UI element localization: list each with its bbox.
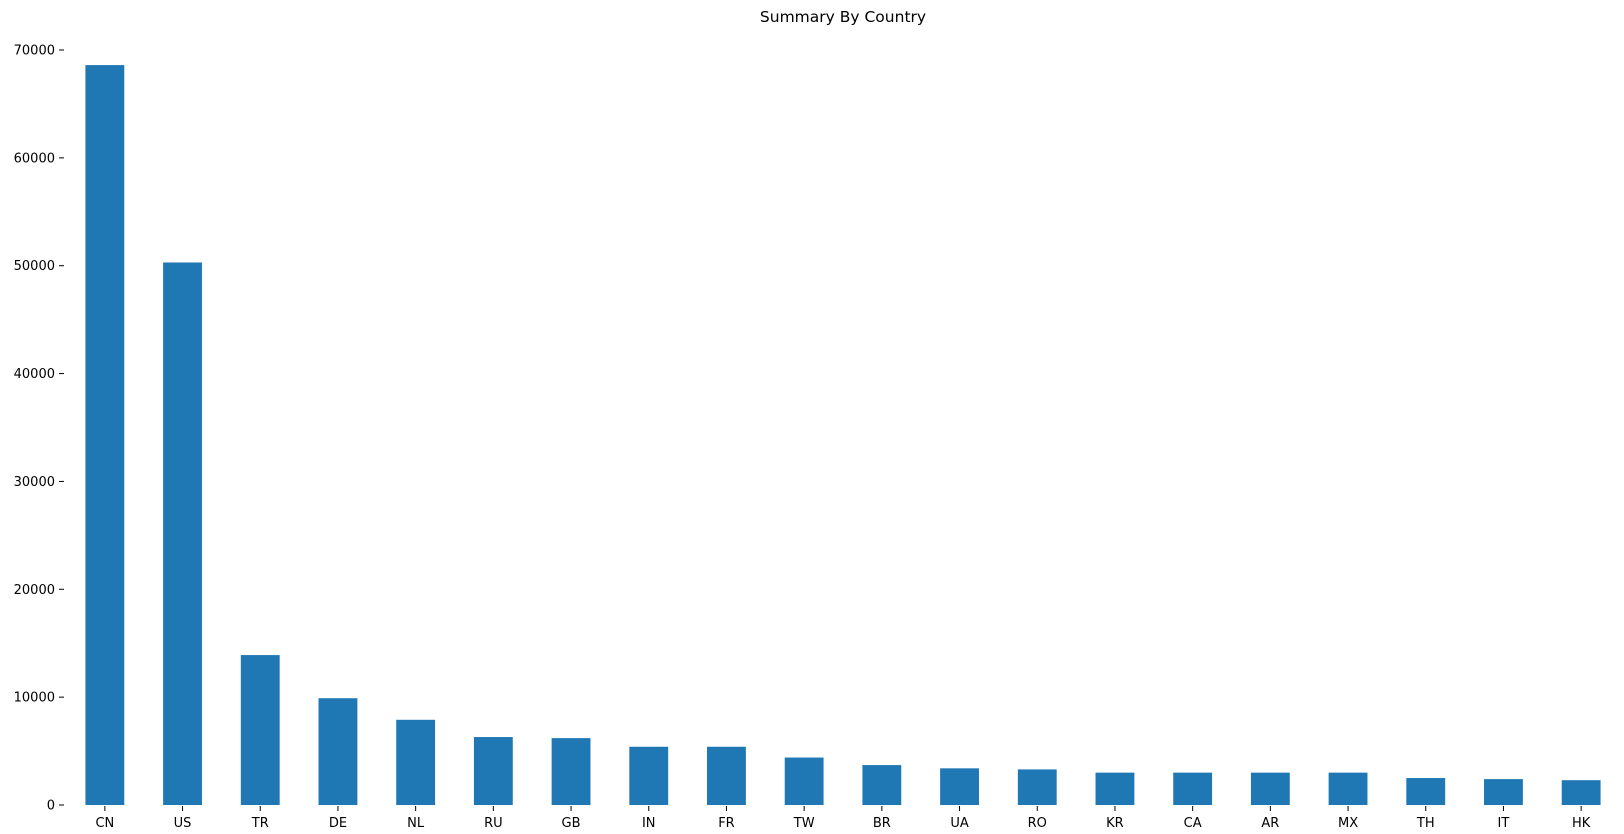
bar-in bbox=[629, 746, 669, 805]
x-tick-label: IN bbox=[642, 816, 656, 831]
bar-it bbox=[1484, 779, 1523, 805]
x-tick-label: US bbox=[174, 816, 192, 831]
y-tick-label: 50000 bbox=[14, 259, 55, 274]
x-tick-label: MX bbox=[1338, 816, 1358, 831]
y-tick-label: 40000 bbox=[14, 367, 55, 382]
x-tick-label: GB bbox=[562, 816, 581, 831]
x-tick-label: FR bbox=[718, 816, 735, 831]
y-tick-label: 70000 bbox=[14, 44, 55, 59]
y-tick-label: 60000 bbox=[14, 151, 55, 166]
bar-ua bbox=[940, 768, 979, 805]
x-tick-label: TW bbox=[793, 816, 815, 831]
y-tick-label: 10000 bbox=[14, 691, 55, 706]
bar-th bbox=[1406, 778, 1446, 805]
x-tick-label: KR bbox=[1106, 816, 1124, 831]
x-tick-label: AR bbox=[1261, 816, 1279, 831]
bar-ro bbox=[1017, 769, 1057, 805]
x-tick-label: CN bbox=[95, 816, 114, 831]
bar-nl bbox=[396, 719, 436, 805]
bar-us bbox=[163, 262, 202, 805]
x-tick-label: TR bbox=[251, 816, 269, 831]
bar-fr bbox=[707, 746, 746, 805]
x-tick-label: NL bbox=[407, 816, 425, 831]
x-tick-label: HK bbox=[1572, 816, 1591, 831]
x-tick-label: DE bbox=[329, 816, 347, 831]
x-tick-label: BR bbox=[873, 816, 891, 831]
x-tick-label: RO bbox=[1028, 816, 1047, 831]
y-tick-label: 20000 bbox=[14, 583, 55, 598]
x-axis: CN US TR DE NL RU GB IN FR TW BR UA RO KR CA AR MX TH IT HK bbox=[95, 806, 1591, 831]
bar-br bbox=[862, 765, 902, 805]
bar-mx bbox=[1328, 772, 1368, 805]
bar-series bbox=[85, 65, 1601, 806]
x-tick-label: UA bbox=[950, 816, 969, 831]
bar-kr bbox=[1095, 772, 1135, 805]
x-tick-label: CA bbox=[1184, 816, 1202, 831]
y-tick-label: 0 bbox=[47, 799, 55, 814]
x-tick-label: TH bbox=[1416, 816, 1435, 831]
x-tick-label: IT bbox=[1498, 816, 1510, 831]
bar-ca bbox=[1173, 772, 1213, 805]
y-axis: 0 10000 20000 30000 40000 50000 60000 70000 bbox=[14, 44, 64, 814]
bar-ru bbox=[473, 737, 513, 805]
bar-tr bbox=[240, 655, 280, 805]
y-tick-label: 30000 bbox=[14, 475, 55, 490]
bar-gb bbox=[551, 738, 591, 805]
x-tick-label: RU bbox=[484, 816, 503, 831]
bar-de bbox=[318, 698, 358, 805]
chart-title: Summary By Country bbox=[760, 8, 926, 26]
bar-tw bbox=[784, 757, 824, 805]
bar-hk bbox=[1561, 780, 1601, 805]
bar-cn bbox=[85, 65, 125, 806]
bar-ar bbox=[1250, 772, 1290, 805]
